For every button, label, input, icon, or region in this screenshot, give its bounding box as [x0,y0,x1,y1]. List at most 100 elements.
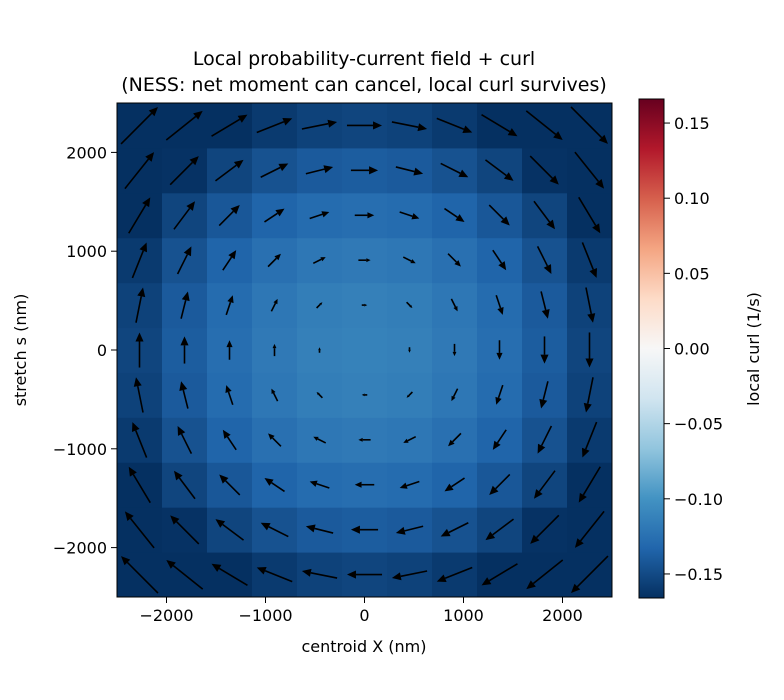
current-arrow [395,525,424,535]
current-arrow [165,110,203,141]
current-arrow [451,388,459,402]
current-arrow [256,567,293,583]
current-arrow [225,295,234,316]
current-arrow [350,525,379,534]
current-arrow [124,511,155,549]
current-arrow [436,117,473,133]
current-arrow [214,159,244,182]
current-arrow [260,163,289,178]
current-arrow [222,250,237,271]
current-arrow [313,436,327,444]
current-arrow [124,152,155,190]
current-arrow [272,343,277,357]
current-arrow [492,429,507,450]
current-arrow [264,208,285,223]
current-arrow [309,480,330,489]
current-arrow [211,563,248,586]
current-arrow [358,258,371,263]
current-arrow [318,347,321,353]
current-arrow [526,559,564,590]
current-arrow [403,435,417,443]
current-arrow [578,196,601,234]
y-tick-label: 1000 [66,242,107,261]
current-arrow [309,211,330,220]
current-arrow [533,470,556,499]
current-arrow [533,200,556,230]
current-arrow [529,155,559,185]
current-arrow [581,242,598,278]
current-arrow [581,421,598,458]
quiver-arrows [120,106,609,594]
current-arrow [489,473,511,495]
current-arrow [166,559,204,590]
current-arrow [358,437,371,442]
current-arrow [135,332,144,368]
current-arrow [354,481,375,488]
current-arrow [578,466,601,503]
current-arrow [408,347,411,353]
current-arrow [574,151,605,189]
current-arrow [179,381,189,409]
current-arrow [447,253,461,267]
colorbar-ticks: 0.15 0.10 0.05 0.00 −0.05 −0.10 −0.15 [664,114,723,584]
y-tick-label: −1000 [53,440,107,459]
colorbar-label: local curl (1/s) [744,292,763,406]
current-arrow [346,570,383,579]
current-arrow [316,392,323,399]
y-axis-ticks: −2000 −1000 0 1000 2000 [53,143,117,558]
current-arrow [267,253,281,268]
current-arrow [256,117,293,134]
colorbar-tick-label: 0.00 [674,340,710,359]
current-arrow [540,291,550,319]
current-arrow [128,197,151,234]
current-arrow [270,298,278,312]
current-arrow [312,257,326,265]
current-arrow [391,570,428,581]
current-arrow [395,166,424,176]
current-arrow [570,106,608,144]
current-arrow [525,110,563,141]
x-tick-label: 0 [359,606,369,625]
current-arrow [211,114,248,137]
x-axis-ticks: −2000 −1000 0 1000 2000 [139,597,583,625]
current-arrow [406,391,413,398]
colorbar-tick-label: −0.15 [674,565,723,584]
current-arrow [448,432,462,447]
current-arrow [305,165,334,175]
current-arrow [301,119,338,130]
current-arrow [225,385,234,405]
current-arrow [131,242,148,279]
x-tick-label: 1000 [443,606,484,625]
current-arrow [440,162,469,178]
current-arrow [495,295,504,315]
colorbar-tick-label: 0.15 [674,114,710,133]
current-arrow [173,201,196,230]
current-arrow [260,522,289,538]
current-arrow [450,298,458,312]
current-arrow [170,515,200,545]
current-arrow [316,302,323,309]
current-arrow [350,166,379,175]
y-axis-label: stretch s (nm) [11,294,30,407]
current-arrow [399,480,420,489]
current-arrow [131,422,148,458]
current-arrow [583,377,594,413]
current-arrow [218,205,240,227]
current-arrow [571,555,609,594]
colorbar [638,98,665,599]
current-arrow [120,106,158,145]
current-arrow [346,121,383,130]
current-arrow [484,159,514,181]
current-arrow [585,287,596,323]
current-arrow [536,246,552,274]
heatmap-cells [117,103,612,597]
current-arrow [354,212,375,219]
current-arrow [399,211,420,220]
current-arrow [135,287,146,323]
current-arrow [391,121,428,132]
chart-title-line1: Local probability-current field + curl [193,48,535,70]
current-arrow [305,524,334,534]
current-arrow [226,340,233,360]
current-arrow [268,433,282,447]
